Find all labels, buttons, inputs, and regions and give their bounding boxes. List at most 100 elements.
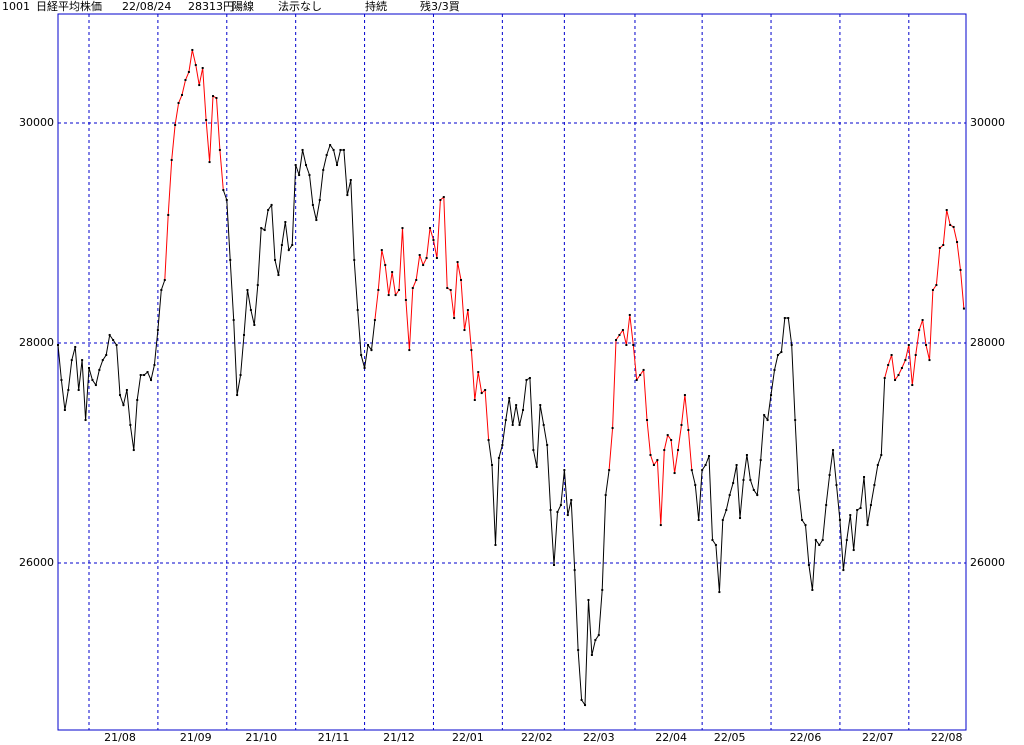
price-dot	[535, 465, 538, 468]
price-dot	[949, 223, 952, 226]
price-dot	[294, 164, 297, 167]
price-dot	[745, 453, 748, 456]
price-dot	[918, 329, 921, 332]
price-dot	[811, 588, 814, 591]
price-dot	[677, 449, 680, 452]
price-dot	[318, 199, 321, 202]
price-dot	[84, 419, 87, 422]
price-dot	[849, 514, 852, 517]
x-tick-label: 22/03	[583, 731, 615, 744]
x-tick-label: 22/08	[931, 731, 963, 744]
price-dot	[422, 264, 425, 267]
price-dot	[70, 359, 73, 362]
price-line	[374, 195, 490, 441]
price-dot	[907, 343, 910, 346]
x-tick-label: 21/12	[383, 731, 415, 744]
price-dot	[780, 351, 783, 354]
price-dot	[618, 333, 621, 336]
price-dot	[215, 97, 218, 100]
price-dot	[770, 394, 773, 397]
price-dot	[735, 464, 738, 467]
price-dot	[663, 449, 666, 452]
price-dot	[732, 482, 735, 485]
price-dot	[291, 244, 294, 247]
price-dot	[446, 287, 449, 290]
price-dot	[136, 398, 139, 401]
price-dot	[704, 464, 707, 467]
price-line	[884, 209, 965, 386]
price-dot	[232, 319, 235, 322]
x-tick-label: 22/07	[862, 731, 894, 744]
price-dot	[842, 569, 845, 572]
price-dot	[453, 317, 456, 320]
price-dot	[398, 288, 401, 291]
price-dot	[635, 378, 638, 381]
price-dot	[353, 258, 356, 261]
y-tick-label-right: 26000	[970, 556, 1005, 569]
price-dot	[584, 704, 587, 707]
price-dot	[577, 649, 580, 652]
price-dot	[256, 284, 259, 287]
price-dot	[198, 84, 201, 87]
price-dot	[845, 539, 848, 542]
price-dot	[900, 366, 903, 369]
price-dot	[714, 543, 717, 546]
price-dot	[156, 329, 159, 332]
price-dot	[239, 374, 242, 377]
price-dot	[449, 288, 452, 291]
x-tick-label: 21/11	[318, 731, 350, 744]
price-dot	[301, 148, 304, 151]
price-dot	[759, 459, 762, 462]
price-dot	[925, 343, 928, 346]
price-dot	[194, 64, 197, 67]
price-dot	[690, 469, 693, 472]
x-tick-label: 22/01	[452, 731, 484, 744]
price-dot	[349, 178, 352, 181]
price-dot	[776, 354, 779, 357]
price-dot	[88, 366, 91, 369]
price-dot	[267, 209, 270, 212]
price-dot	[367, 343, 370, 346]
price-dot	[594, 639, 597, 642]
price-dot	[570, 498, 573, 501]
price-dot	[587, 598, 590, 601]
x-tick-label: 22/04	[655, 731, 687, 744]
price-dot	[339, 148, 342, 151]
price-dot	[222, 189, 225, 192]
price-dot	[246, 288, 249, 291]
price-dot	[832, 449, 835, 452]
price-dot	[673, 472, 676, 475]
header-text: 陽線	[232, 0, 254, 13]
price-dot	[497, 456, 500, 459]
price-line	[691, 317, 886, 593]
price-dot	[511, 423, 514, 426]
price-dot	[208, 161, 211, 164]
price-dot	[105, 354, 108, 357]
header-text: 22/08/24	[122, 0, 171, 13]
price-dot	[670, 439, 673, 442]
price-dot	[370, 349, 373, 352]
price-dot	[174, 123, 177, 126]
price-dot	[601, 588, 604, 591]
price-dot	[429, 227, 432, 230]
price-dot	[170, 158, 173, 161]
price-dot	[742, 478, 745, 481]
price-dot	[101, 359, 104, 362]
price-dot	[504, 419, 507, 422]
price-dot	[132, 449, 135, 452]
price-dot	[625, 343, 628, 346]
price-dot	[122, 404, 125, 407]
price-dot	[473, 398, 476, 401]
price-dot	[263, 229, 266, 232]
price-line	[57, 279, 166, 451]
price-dot	[580, 698, 583, 701]
price-line	[222, 143, 376, 396]
price-dot	[218, 148, 221, 151]
price-dot	[280, 244, 283, 247]
price-dot	[387, 294, 390, 297]
price-dot	[563, 469, 566, 472]
price-dot	[914, 354, 917, 357]
price-dot	[597, 634, 600, 637]
price-dot	[163, 278, 166, 281]
price-dot	[911, 384, 914, 387]
